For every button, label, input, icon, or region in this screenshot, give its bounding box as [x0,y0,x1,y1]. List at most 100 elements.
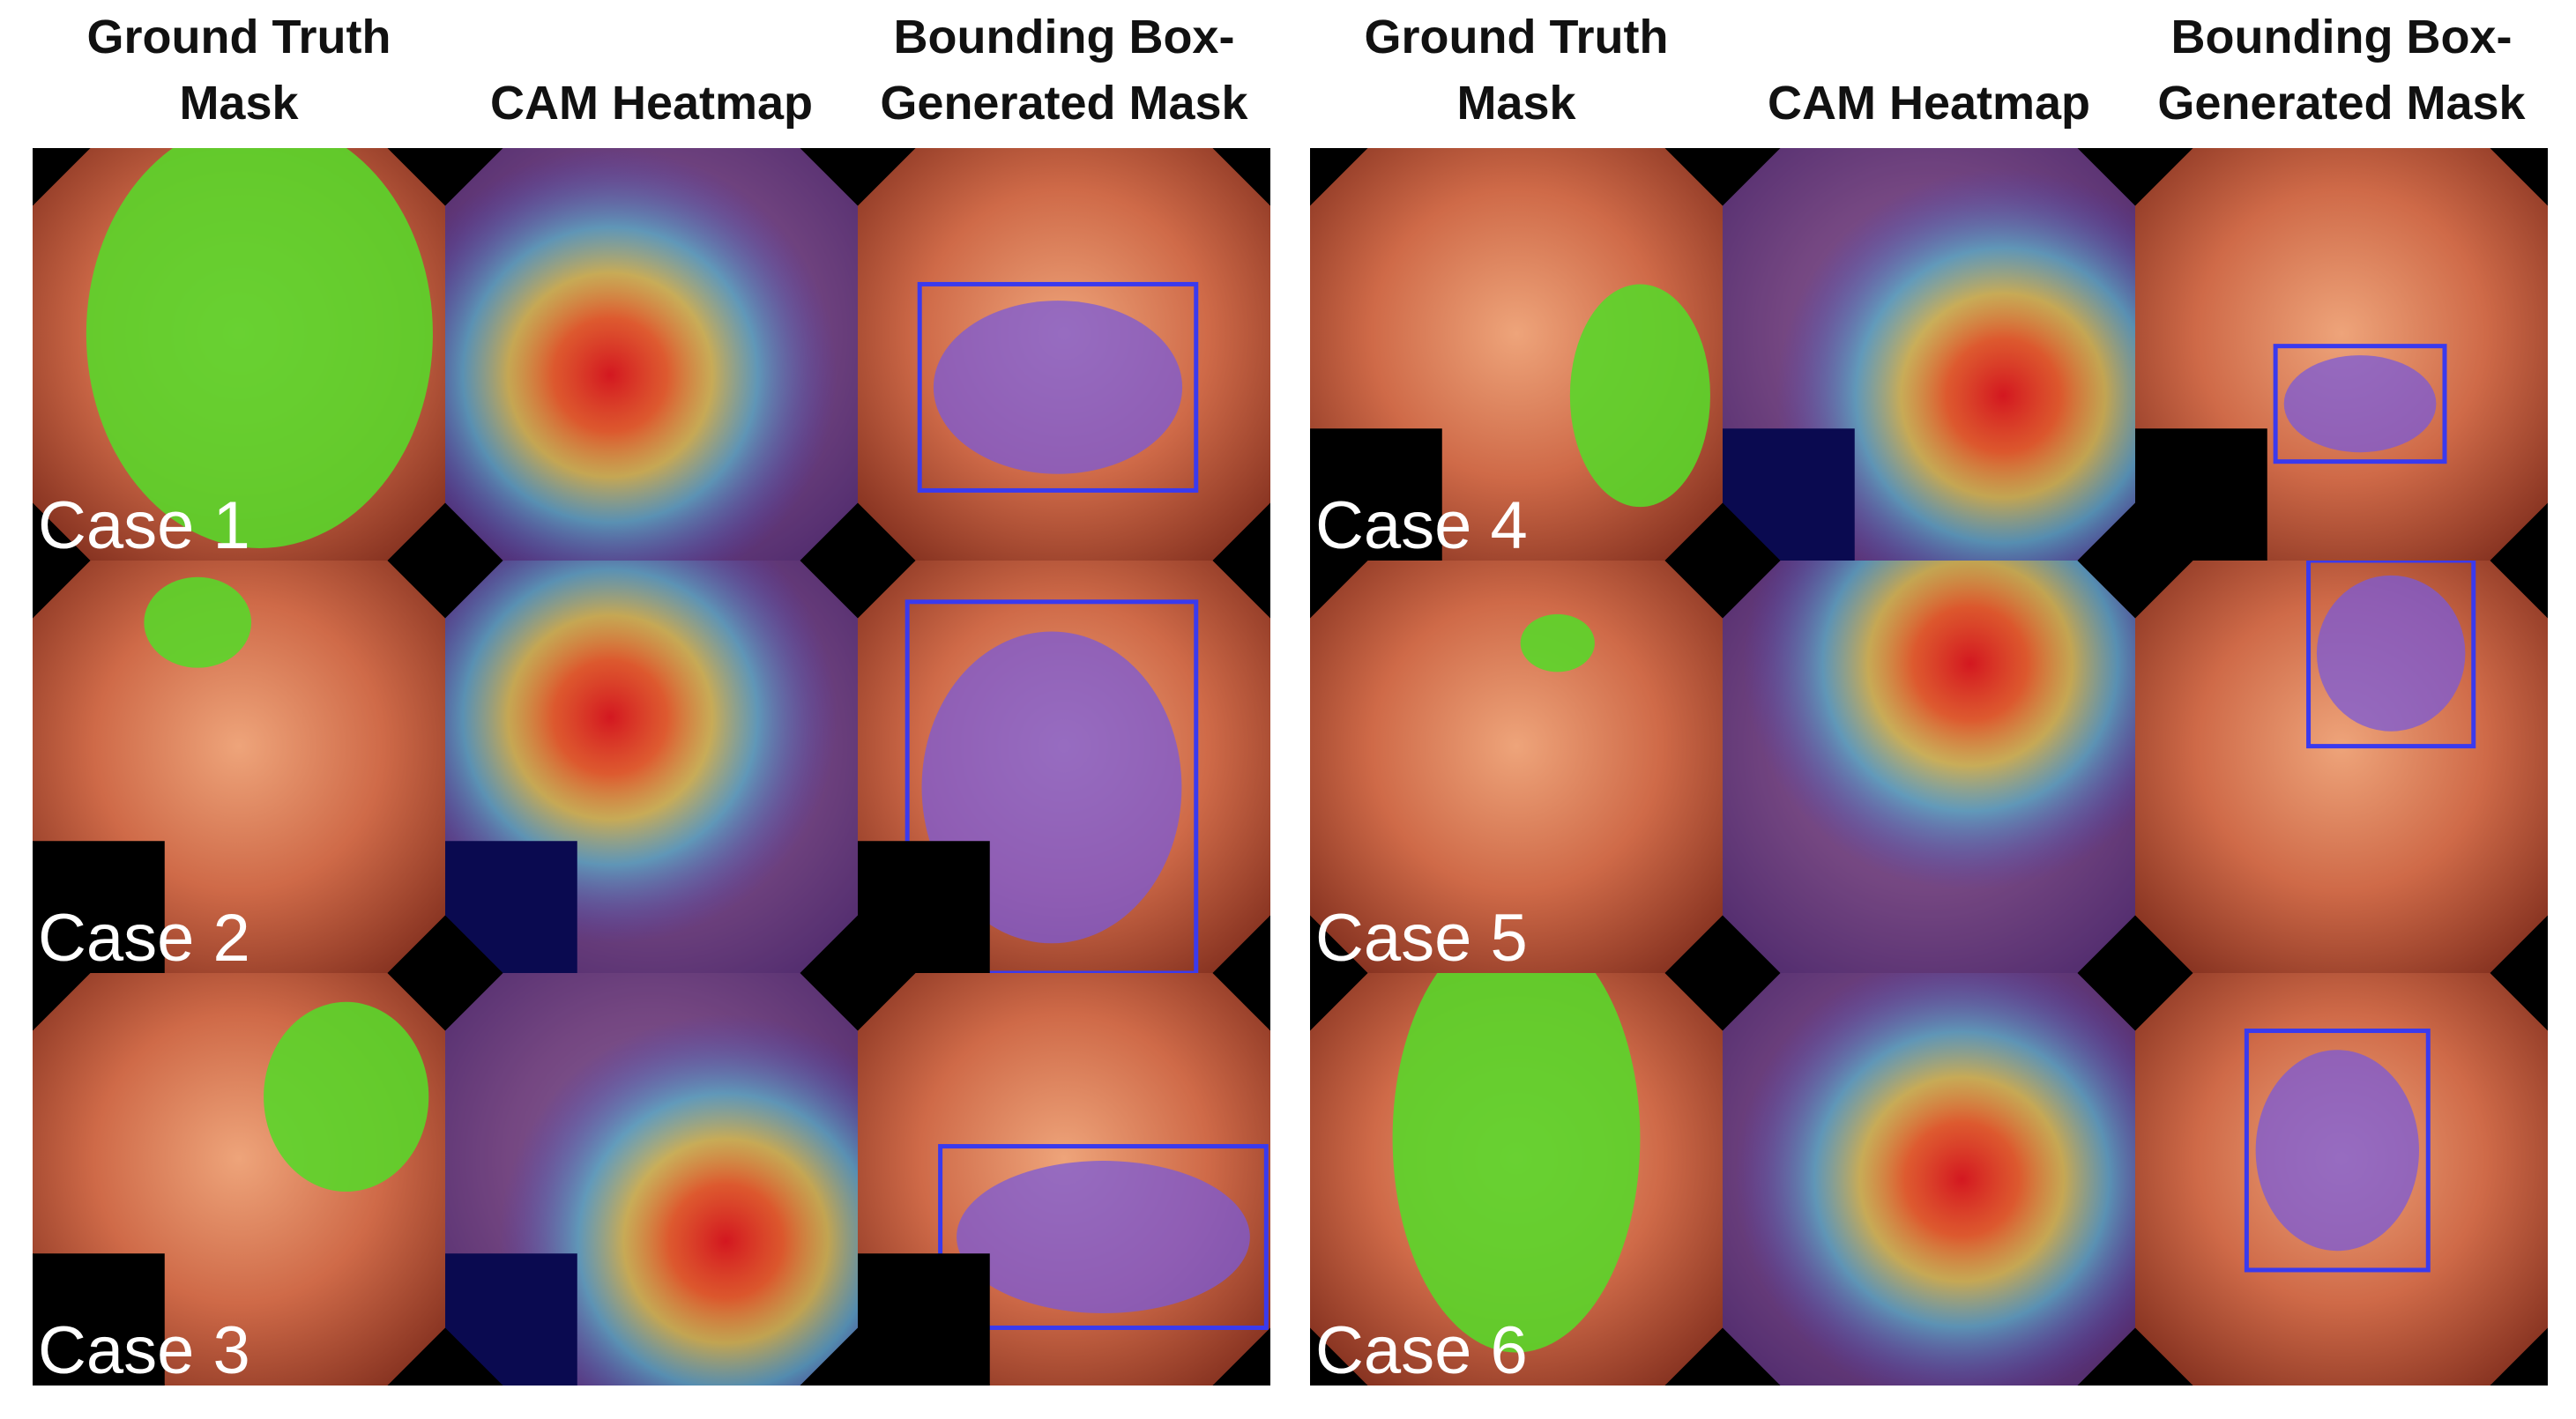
bounding-box [917,281,1199,493]
column-header: Generated Mask [880,77,1248,130]
corner [2135,915,2193,973]
column-header: Generated Mask [2157,77,2526,130]
corner [1310,148,1368,206]
corner [445,561,503,619]
ground-truth-mask [1520,613,1595,672]
corner [387,1327,445,1386]
corner [858,502,916,561]
corner [2490,973,2548,1031]
generated-mask [2255,1050,2419,1252]
corner [858,973,916,1031]
corner [33,973,91,1031]
bounding-box [2244,1029,2431,1273]
corner [2077,148,2135,206]
generated-mask [957,1161,1250,1314]
image-cell [445,148,858,561]
heatmap [1735,973,2135,1386]
column-header: Bounding Box- [894,11,1235,63]
corner [2490,1327,2548,1386]
corner [858,561,916,619]
image-cell [445,973,858,1386]
heatmap [1743,561,2135,891]
ground-truth-mask [1392,973,1641,1353]
image-cell [33,561,445,973]
corner [2077,502,2135,561]
corner [33,915,91,973]
corner [1664,915,1723,973]
corner [33,1327,91,1386]
image-cell [858,561,1270,973]
ground-truth-mask [144,576,252,668]
corner [445,915,503,973]
column-header: Bounding Box- [2171,11,2513,63]
column-header: CAM Heatmap [490,77,813,130]
column-header: Ground Truth [87,11,391,63]
corner [1723,502,1781,561]
corner [800,561,858,619]
column-header: Mask [179,77,299,130]
corner [387,502,445,561]
corner [1664,561,1723,619]
heatmap [445,148,838,561]
corner [800,915,858,973]
corner [1310,915,1368,973]
image-cell [445,561,858,973]
corner [2135,973,2193,1031]
column-header: Ground Truth [1365,11,1669,63]
generated-mask [2316,575,2466,732]
case-label: Case 5 [1315,901,1528,976]
corner [2135,502,2193,561]
corner [858,148,916,206]
ground-truth-mask [1569,284,1710,508]
corner [33,502,91,561]
corner [2077,973,2135,1031]
generated-mask [933,301,1183,474]
corner [1664,973,1723,1031]
heatmap [1776,168,2135,561]
bounding-box [905,599,1199,973]
image-cell [1310,973,1723,1386]
corner [33,561,91,619]
corner [2077,1327,2135,1386]
corner [2077,915,2135,973]
corner [800,973,858,1031]
image-cell [858,973,1270,1386]
corner [1212,1327,1270,1386]
case-label: Case 2 [38,901,250,976]
corner [2135,1327,2193,1386]
case-label: Case 4 [1315,488,1528,563]
corner [387,915,445,973]
corner [1723,1327,1781,1386]
corner [800,148,858,206]
image-cell [2135,561,2548,973]
corner [1212,561,1270,619]
image-cell [2135,973,2548,1386]
corner [1310,973,1368,1031]
case-label: Case 6 [1315,1313,1528,1388]
image-cell [2135,148,2548,561]
corner [1310,1327,1368,1386]
image-cell [858,148,1270,561]
corner [445,502,503,561]
corner [800,1327,858,1386]
corner [1664,502,1723,561]
corner [2077,561,2135,619]
corner [2135,561,2193,619]
ground-truth-mask [86,148,433,548]
corner [1723,973,1781,1031]
image-cell [1723,561,2135,973]
corner [858,1327,916,1386]
bounding-box [938,1144,1269,1330]
corner [387,973,445,1031]
corner [2490,502,2548,561]
image-cell [1723,148,2135,561]
column-header: Mask [1456,77,1576,130]
corner [1212,915,1270,973]
corner [800,502,858,561]
corner [1723,561,1781,619]
image-cell [1310,148,1723,561]
corner [1723,915,1781,973]
corner [858,915,916,973]
